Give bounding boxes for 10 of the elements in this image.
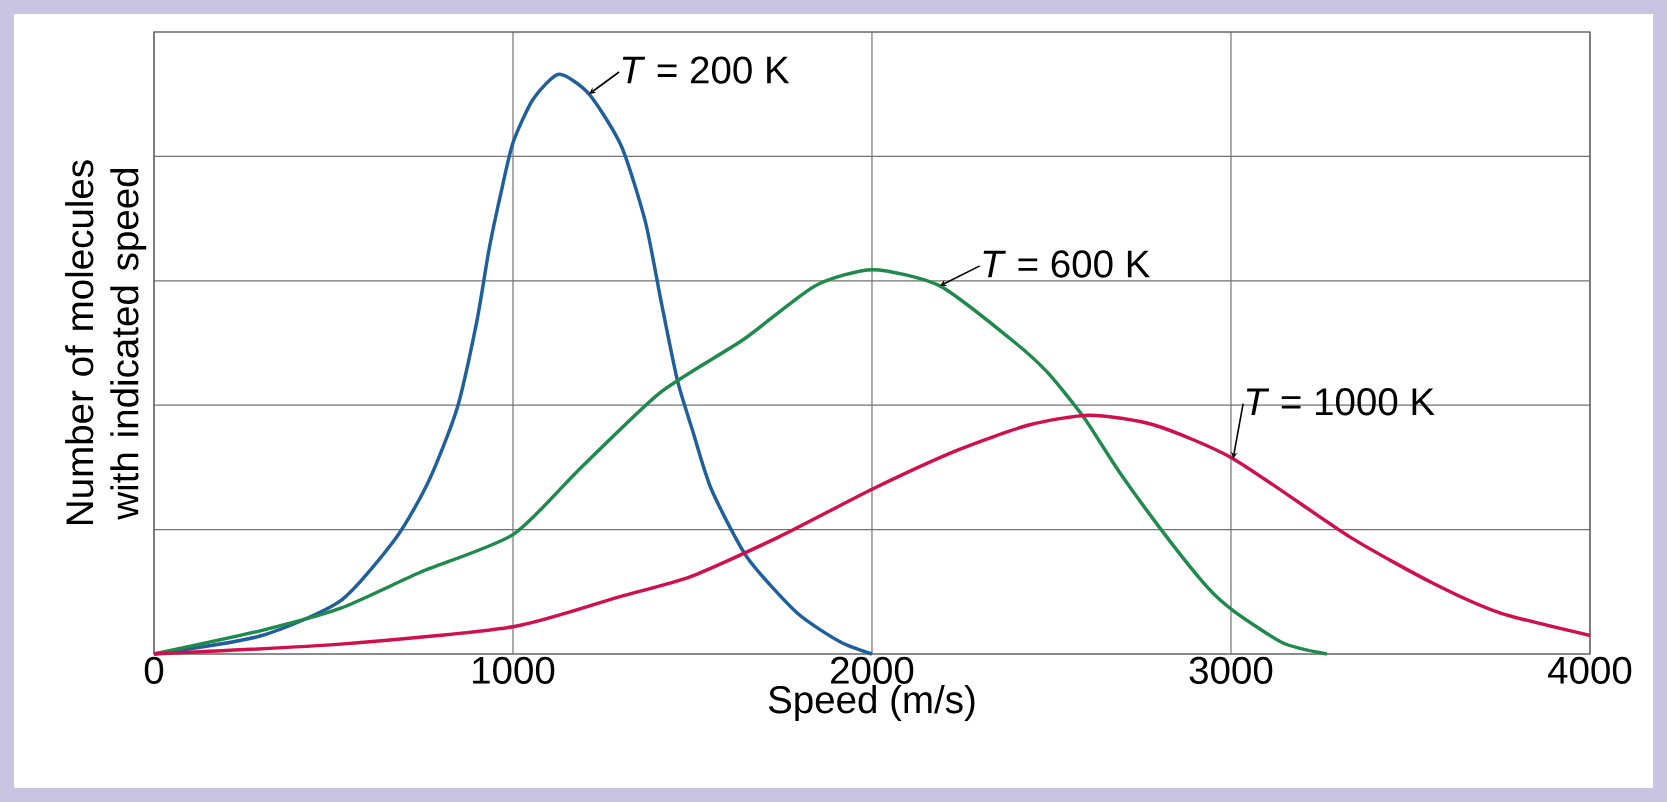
x-tick-label: 2000 — [831, 656, 914, 684]
annotation: T = 1000 K — [1246, 388, 1435, 416]
x-tick-label: 0 — [144, 656, 164, 684]
x-tick-label: 4000 — [1547, 656, 1632, 684]
x-tick-label: 1000 — [473, 656, 555, 684]
annotation: T = 200 K — [622, 56, 790, 84]
y-axis-title: Number of molecules with indicated speed — [65, 160, 147, 524]
x-tick-label: 3000 — [1189, 656, 1273, 684]
annotation: T = 600 K — [983, 250, 1151, 278]
x-axis-title: Speed (m/s) — [768, 685, 975, 721]
